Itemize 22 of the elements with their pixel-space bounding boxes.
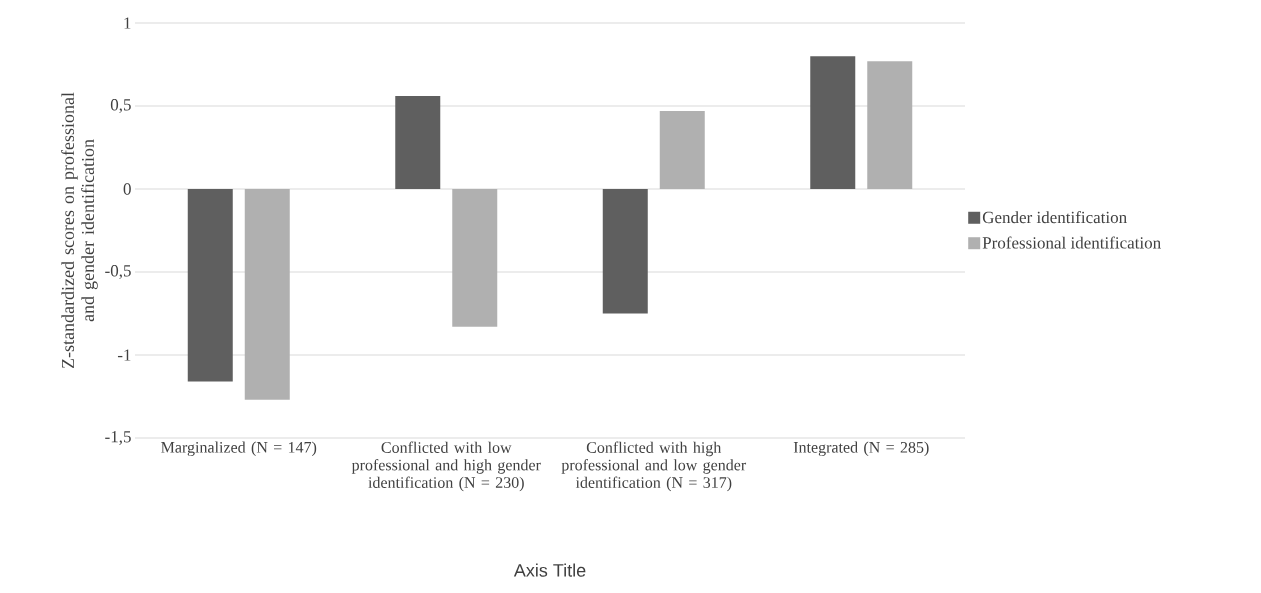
y-axis-title: Z-standardized scores on professional and gender identification bbox=[61, 92, 98, 369]
bar bbox=[395, 96, 441, 189]
y-tick-label: -0,5 bbox=[105, 265, 131, 279]
x-tick-label: Marginalized (N = 147) bbox=[161, 441, 317, 457]
y-tick-label: 0 bbox=[123, 183, 131, 195]
y-tick-label: -1 bbox=[117, 349, 131, 361]
x-tick-label: Integrated (N = 285) bbox=[793, 441, 929, 457]
bar bbox=[452, 188, 498, 327]
bar bbox=[867, 61, 913, 189]
legend-label: Professional identification bbox=[982, 236, 1161, 249]
y-tick-label: -1,5 bbox=[105, 431, 131, 445]
x-tick-label: Conflicted with high professional and low gender identification (N = 317) bbox=[561, 441, 747, 492]
bar bbox=[810, 56, 856, 189]
y-tick-label: 1 bbox=[124, 17, 131, 29]
x-tick-label: Conflicted with low professional and high gender identification (N = 230) bbox=[351, 441, 541, 492]
x-axis-title: Axis Title bbox=[513, 563, 586, 577]
bar bbox=[244, 188, 290, 400]
bar bbox=[602, 188, 648, 314]
bar bbox=[187, 188, 233, 382]
legend-label: Gender identification bbox=[982, 211, 1127, 224]
y-tick-label: 0,5 bbox=[110, 99, 131, 113]
bar bbox=[659, 110, 705, 189]
